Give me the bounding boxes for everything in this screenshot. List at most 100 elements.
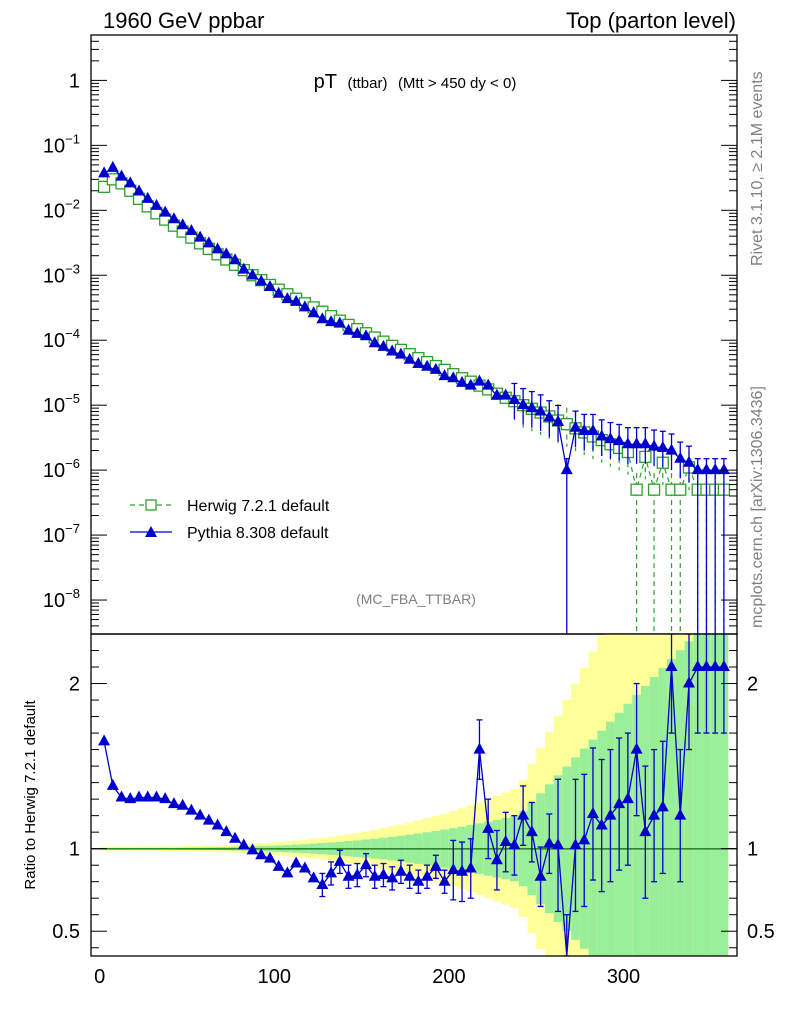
pythia-ratio-point	[665, 660, 678, 672]
pythia-ratio-point	[255, 848, 268, 860]
rivet-label: Rivet 3.1.10, ≥ 2.1M events	[749, 71, 766, 266]
pythia-point	[124, 176, 137, 188]
pythia-ratio-point	[438, 874, 451, 886]
pythia-point	[639, 437, 652, 449]
pythia-ratio-point	[159, 792, 172, 804]
pythia-ratio-point	[543, 836, 556, 848]
herwig-point	[630, 483, 643, 496]
title-cut: (Mtt > 450 dy < 0)	[398, 75, 516, 92]
pythia-ratio-point	[464, 861, 477, 873]
pythia-point	[543, 410, 556, 422]
pythia-point	[333, 316, 346, 328]
header-right: Top (parton level)	[566, 8, 736, 33]
pythia-ratio-point	[517, 808, 530, 820]
pythia-ratio-point	[613, 797, 626, 809]
pythia-ratio-point	[717, 660, 730, 672]
pythia-point	[630, 437, 643, 449]
pythia-point	[159, 205, 172, 217]
pythia-ratio-point	[604, 808, 617, 820]
pythia-ratio-point	[429, 859, 442, 871]
pythia-ratio-point	[621, 792, 634, 804]
pythia-ratio-point	[473, 742, 486, 754]
pythia-point	[185, 224, 198, 236]
pythia-line	[103, 167, 724, 471]
pythia-ratio-point	[229, 831, 242, 843]
x-tick-label: 100	[258, 966, 291, 988]
pythia-point	[255, 274, 268, 286]
pythia-ratio-point	[394, 864, 407, 876]
pythia-ratio-point	[525, 825, 538, 837]
herwig-point	[647, 483, 661, 496]
pythia-point	[595, 429, 608, 441]
main-panel: 1 10−1 10−2 10−3 10−4 10−5 10−6 10−7 10−8 pT (tt…	[43, 34, 738, 635]
main-y-tick-label: 10−1	[43, 131, 80, 157]
pythia-ratio-point	[167, 797, 180, 809]
pythia-ratio-point	[377, 868, 390, 880]
pythia-ratio-point	[508, 838, 521, 850]
ratio-series-group	[91, 634, 737, 956]
pythia-ratio-point	[220, 825, 233, 837]
legend-herwig-label: Herwig 7.2.1 default	[187, 498, 330, 515]
main-y-tick-label: 10−2	[43, 196, 80, 222]
pythia-ratio-point	[456, 864, 469, 876]
ratio-ylabel: Ratio to Herwig 7.2.1 default	[22, 700, 39, 890]
ratio-plot-area	[91, 634, 737, 956]
pythia-point	[272, 286, 285, 298]
pythia-ratio-point	[98, 734, 111, 746]
legend: Herwig 7.2.1 default Pythia 8.308 defaul…	[130, 498, 330, 542]
pythia-ratio-point	[176, 798, 189, 810]
ratio-y-tick-label-right: 1	[747, 839, 758, 861]
main-y-tick-label: 10−7	[43, 521, 80, 547]
pythia-ratio-point	[272, 859, 285, 871]
pythia-ratio-point	[403, 869, 416, 881]
main-plot-area	[97, 160, 731, 634]
pythia-ratio-point	[185, 803, 198, 815]
watermark: (MC_FBA_TTBAR)	[356, 591, 476, 607]
pythia-point	[115, 169, 128, 181]
pythia-ratio-point	[194, 808, 207, 820]
pythia-point	[229, 253, 242, 265]
title-main: pT	[314, 71, 337, 93]
pythia-ratio-point	[124, 792, 137, 804]
herwig-band-inner	[702, 634, 711, 956]
pythia-point	[604, 432, 617, 444]
pythia-ratio-point	[447, 863, 460, 875]
pythia-ratio-point	[333, 854, 346, 866]
x-tick-label: 300	[607, 966, 640, 988]
pythia-ratio-point	[307, 871, 320, 883]
pythia-ratio-point	[709, 660, 722, 672]
herwig-point	[674, 483, 687, 496]
pythia-ratio-point	[316, 877, 329, 889]
pythia-ratio-point	[325, 866, 338, 878]
main-series-group	[97, 160, 731, 634]
ratio-y-ticks: 0.5 0.5 1 1 2 2	[52, 650, 775, 949]
pythia-point	[447, 371, 460, 383]
main-title: pT (ttbar) (Mtt > 450 dy < 0)	[314, 71, 517, 93]
pythia-ratio-point	[342, 869, 355, 881]
pythia-ratio-point	[534, 869, 547, 881]
pythia-ratio-point	[211, 818, 224, 830]
herwig-band-inner	[719, 634, 729, 956]
pythia-ratio-point	[106, 778, 119, 790]
ratio-y-tick-label-left: 1	[69, 839, 80, 861]
pythia-point	[482, 378, 495, 390]
pythia-point	[586, 424, 599, 436]
legend-herwig-marker	[145, 499, 157, 511]
ratio-panel: 0.5 0.5 1 1 2 2 0 100 200 300	[52, 633, 775, 988]
pythia-point	[613, 434, 626, 446]
pythia-point	[359, 329, 372, 341]
pythia-point	[700, 463, 713, 475]
pythia-point	[438, 369, 451, 381]
main-y-tick-label: 10−8	[43, 586, 80, 612]
pythia-point	[665, 443, 678, 455]
pythia-point	[490, 388, 503, 400]
pythia-point	[403, 352, 416, 364]
pythia-ratio-point	[263, 851, 276, 863]
legend-pythia-marker	[145, 526, 157, 537]
pythia-ratio-point	[133, 790, 146, 802]
pythia-ratio-point	[141, 790, 154, 802]
pythia-point	[456, 375, 469, 387]
pythia-ratio-point	[386, 871, 399, 883]
pythia-point	[150, 198, 163, 210]
pythia-point	[578, 424, 591, 436]
